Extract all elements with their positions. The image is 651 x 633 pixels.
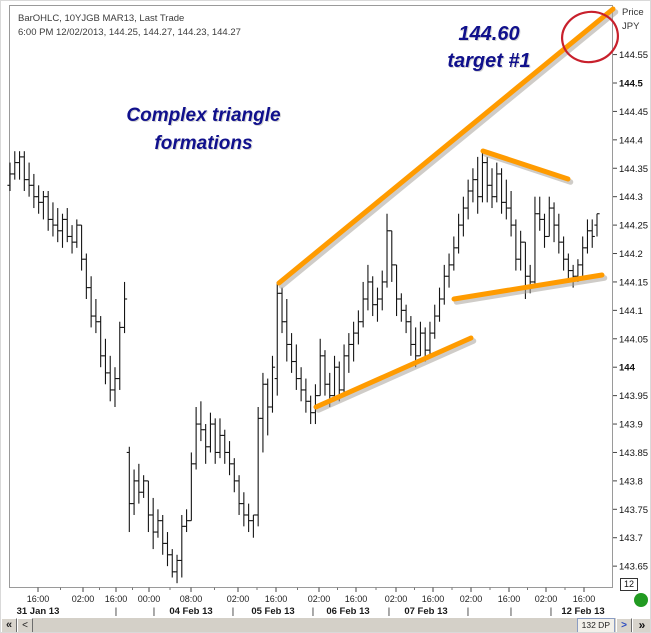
bar-period-indicator: 12 xyxy=(620,578,638,591)
trendline-triangle1-lower xyxy=(313,335,474,410)
time-label: 16:00 xyxy=(105,594,128,604)
time-label: 16:00 xyxy=(422,594,445,604)
date-label: 06 Feb 13 xyxy=(326,606,369,617)
time-label: 16:00 xyxy=(27,594,50,604)
y-tick-label: 143.65 xyxy=(619,562,648,573)
target-annotation: 144.60 target #1 xyxy=(394,21,584,75)
date-label: | xyxy=(388,606,390,617)
y-tick-label: 144.3 xyxy=(619,192,643,203)
y-tick-label: 143.7 xyxy=(619,533,643,544)
horizontal-scrollbar[interactable]: « < 132 DP > » xyxy=(1,618,650,632)
y-tick-label: 144.45 xyxy=(619,107,648,118)
ohlc-bars xyxy=(7,151,600,584)
scroll-next-button[interactable]: > xyxy=(616,618,632,632)
target-circle-annotation xyxy=(561,10,619,64)
date-label: | xyxy=(312,606,314,617)
date-label: | xyxy=(510,606,512,617)
y-tick-label: 144.05 xyxy=(619,334,648,345)
trendline-shadow xyxy=(315,338,477,413)
time-label: 00:00 xyxy=(138,594,161,604)
date-label: 05 Feb 13 xyxy=(251,606,294,617)
date-label: 12 Feb 13 xyxy=(561,606,604,617)
price-axis: 144.55 144.5 144.45 144.4 144.35 144.3 144.25 1… xyxy=(613,50,648,573)
plot-area[interactable] xyxy=(9,5,613,588)
y-tick-label: 143.8 xyxy=(619,476,643,487)
y-tick-label: 144.25 xyxy=(619,221,648,232)
scroll-first-button[interactable]: « xyxy=(1,618,17,632)
y-tick-label: 144 xyxy=(619,363,636,374)
scrollbar-track[interactable] xyxy=(33,618,577,632)
target-price: 144.60 xyxy=(458,23,520,45)
y-tick-label: 144.35 xyxy=(619,164,648,175)
time-label: 16:00 xyxy=(573,594,596,604)
trendline-triangle2-lower xyxy=(451,272,605,302)
time-label: 16:00 xyxy=(265,594,288,604)
date-label: 31 Jan 13 xyxy=(17,606,60,617)
axis-title-jpy: JPY xyxy=(622,21,640,32)
scroll-prev-button[interactable]: < xyxy=(17,618,33,632)
trendline-main-uptrend xyxy=(276,6,616,286)
last-quote: 6:00 PM 12/02/2013, 144.25, 144.27, 144.… xyxy=(18,27,241,38)
y-tick-label: 144.2 xyxy=(619,249,643,260)
time-label: 08:00 xyxy=(180,594,203,604)
date-label: | xyxy=(550,606,552,617)
trendline-triangle2-upper xyxy=(480,148,571,182)
y-tick-label: 143.85 xyxy=(619,448,648,459)
date-label: | xyxy=(115,606,117,617)
y-tick-label: 144.55 xyxy=(619,50,648,61)
trendline-shadow xyxy=(278,9,619,289)
data-points-button[interactable]: 132 DP xyxy=(576,618,615,632)
scroll-last-button[interactable]: » xyxy=(632,618,650,632)
y-tick-label: 143.75 xyxy=(619,505,648,516)
date-label: | xyxy=(153,606,155,617)
y-tick-label: 144.15 xyxy=(619,277,648,288)
time-label: 02:00 xyxy=(460,594,483,604)
y-tick-label: 143.95 xyxy=(619,391,648,402)
time-label: 02:00 xyxy=(227,594,250,604)
y-tick-label: 144.1 xyxy=(619,306,643,317)
time-label: 02:00 xyxy=(385,594,408,604)
y-tick-label: 144.5 xyxy=(619,79,643,90)
y-tick-label: 144.4 xyxy=(619,135,643,146)
time-label: 02:00 xyxy=(72,594,95,604)
date-label: | xyxy=(232,606,234,617)
time-label: 02:00 xyxy=(535,594,558,604)
formation-annotation: Complex triangle formations xyxy=(126,105,281,154)
date-label: 04 Feb 13 xyxy=(169,606,212,617)
target-label: target #1 xyxy=(447,50,531,72)
chart-header: BarOHLC, 10YJGB MAR13, Last Trade 6:00 PM… xyxy=(18,12,241,40)
status-dot-icon xyxy=(634,593,648,607)
date-label: 07 Feb 13 xyxy=(404,606,447,617)
time-label: 02:00 xyxy=(308,594,331,604)
y-tick-label: 143.9 xyxy=(619,420,643,431)
trendline-shadow xyxy=(453,275,608,305)
time-axis: 16:00 02:00 16:00 00:00 08:00 02:00 16:00 02:00… xyxy=(17,587,605,617)
date-label: | xyxy=(467,606,469,617)
trendlines xyxy=(276,6,616,410)
chart-title: BarOHLC, 10YJGB MAR13, Last Trade xyxy=(18,13,185,24)
axis-title-price: Price xyxy=(622,7,644,18)
time-label: 16:00 xyxy=(498,594,521,604)
time-label: 16:00 xyxy=(345,594,368,604)
